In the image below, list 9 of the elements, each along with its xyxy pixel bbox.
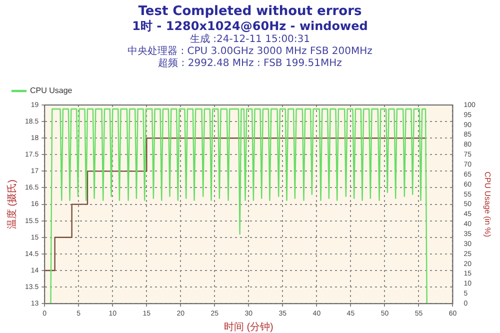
y2-axis-title: CPU Usage (in %) — [482, 172, 492, 238]
text: 超频 : 2992.48 MHz : FSB 199.51MHz — [157, 58, 343, 70]
chart-title: Test Completed without errors — [137, 4, 363, 19]
text: 生成 :24-12-11 15:00:31 — [188, 34, 312, 46]
legend-label: CPU Usage — [30, 86, 73, 96]
text: 中央处理器 : CPU 3.00GHz 3000 MHz FSB 200MHz — [126, 46, 374, 58]
y-axis-title: 温度 (摄氏) — [6, 180, 18, 230]
chart-subtitle: 1时 - 1280x1024@60Hz - windowed — [131, 19, 369, 34]
x-axis-title: 时间 (分钟) — [224, 320, 274, 333]
